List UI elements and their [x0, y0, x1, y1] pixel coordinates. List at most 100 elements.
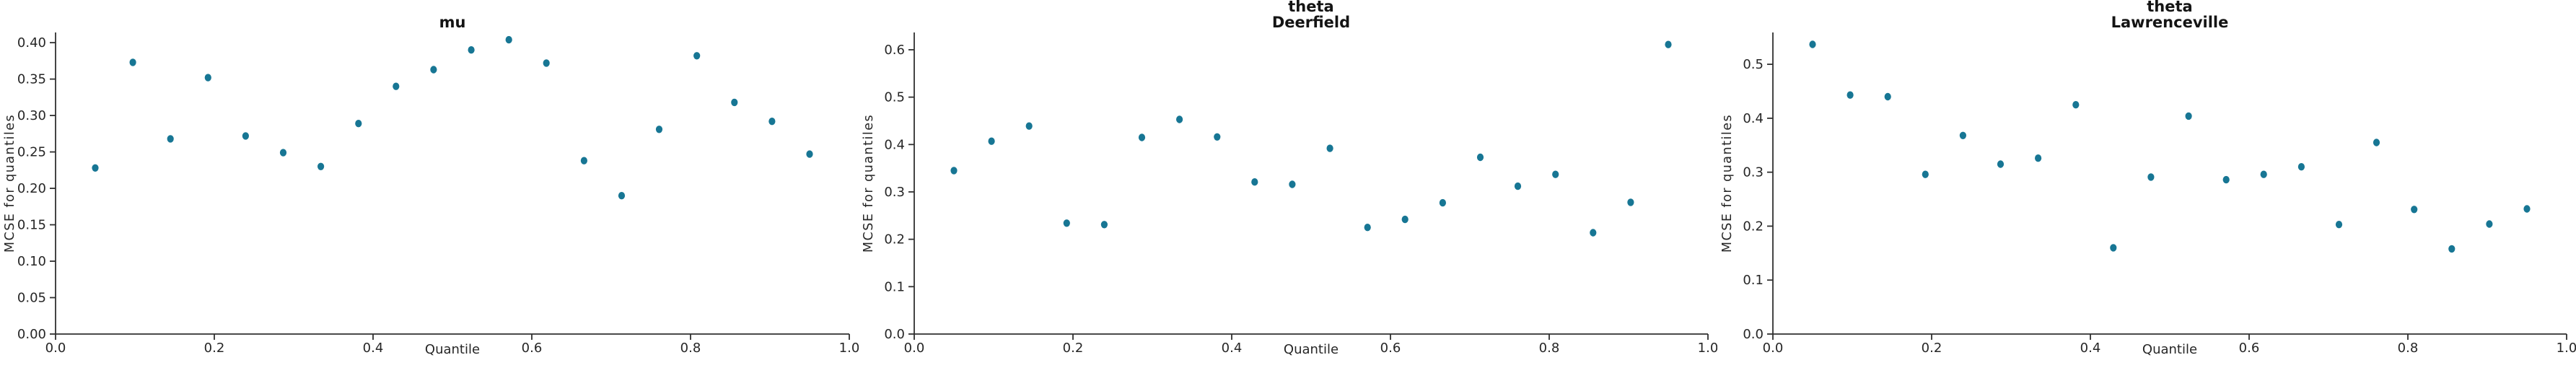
data-point — [1665, 40, 1672, 48]
x-tick-label: 0.2 — [204, 341, 225, 356]
data-point — [2147, 173, 2155, 181]
x-tick-label: 0.0 — [1763, 341, 1784, 356]
data-point — [1025, 122, 1033, 130]
y-tick-label: 0.5 — [884, 90, 905, 105]
data-point — [2222, 175, 2230, 184]
data-point — [655, 126, 663, 133]
y-tick-label: 0.15 — [17, 218, 46, 233]
data-point — [468, 45, 475, 54]
x-tick-label: 1.0 — [839, 341, 859, 356]
y-tick-label: 0.3 — [1743, 165, 1764, 180]
data-point — [1364, 224, 1371, 232]
chart-title-line: Deerfield — [1271, 14, 1351, 31]
data-point — [355, 120, 362, 128]
data-point — [129, 58, 136, 66]
data-point — [1922, 170, 1929, 178]
x-tick-label: 0.2 — [1922, 341, 1942, 356]
x-tick-label: 0.4 — [1222, 341, 1243, 356]
data-point — [92, 164, 99, 172]
data-point — [167, 135, 174, 143]
x-tick-label: 0.2 — [1063, 341, 1084, 356]
data-point — [950, 167, 958, 175]
data-point — [204, 74, 211, 82]
chart-title-line: theta — [2147, 0, 2193, 15]
data-point — [1138, 133, 1146, 141]
x-axis-label: Quantile — [424, 342, 481, 357]
x-tick-label: 0.4 — [2080, 341, 2101, 356]
data-point — [1100, 221, 1108, 229]
data-point — [2110, 244, 2117, 252]
y-tick-label: 0.4 — [884, 137, 905, 152]
data-point — [2185, 112, 2192, 120]
data-point — [1809, 40, 1816, 48]
data-point — [1590, 229, 1597, 237]
data-point — [2448, 245, 2455, 253]
x-tick-label: 1.0 — [1698, 341, 1717, 356]
x-tick-label: 0.6 — [1380, 341, 1401, 356]
data-point — [1176, 115, 1183, 123]
y-tick-label: 0.2 — [1743, 219, 1764, 234]
data-point — [1884, 92, 1891, 101]
chart-title-line: mu — [439, 14, 466, 31]
chart-title: theta Lawrenceville — [1773, 0, 2567, 30]
y-tick-label: 0.4 — [1743, 111, 1764, 126]
y-tick-label: 0.20 — [17, 181, 46, 196]
data-point — [242, 132, 249, 140]
y-tick-label: 0.1 — [1743, 273, 1764, 288]
y-tick-label: 0.40 — [17, 35, 46, 51]
data-point — [543, 59, 550, 67]
subplot-theta-lawrenceville: theta Lawrenceville 0.0 0.1 0.2 0.3 0.4 0.5 0.0… — [1717, 0, 2576, 373]
data-point — [2072, 101, 2080, 109]
data-point — [1289, 180, 1296, 188]
y-tick-label: 0.5 — [1743, 57, 1764, 72]
y-axis-label: MCSE for quantiles — [862, 113, 876, 253]
chart-title: mu — [56, 0, 849, 30]
data-point — [2260, 170, 2267, 178]
subplot-theta-deerfield: theta Deerfield 0.0 0.1 0.2 0.3 0.4 0.5 0.6 0.0 0… — [859, 0, 1717, 373]
data-point — [279, 149, 287, 157]
y-tick-label: 0.0 — [1743, 327, 1764, 342]
y-tick-label: 0.1 — [884, 279, 905, 294]
data-point — [693, 52, 701, 60]
x-tick-label: 0.8 — [1539, 341, 1560, 356]
data-point — [618, 192, 626, 200]
x-tick-label: 1.0 — [2557, 341, 2576, 356]
data-point — [1627, 198, 1634, 206]
y-tick-label: 0.6 — [884, 43, 905, 58]
data-point — [1439, 198, 1446, 207]
x-tick-label: 0.8 — [680, 341, 701, 356]
y-tick-label: 0.25 — [17, 145, 46, 160]
data-point — [1514, 182, 1522, 190]
y-tick-label: 0.10 — [17, 254, 46, 269]
chart-title-line: Lawrenceville — [2111, 14, 2229, 31]
data-point — [1326, 144, 1333, 152]
x-tick-label: 0.0 — [904, 341, 925, 356]
data-point — [806, 150, 813, 158]
chart-title-line: theta — [1288, 0, 1334, 15]
y-axis-label: MCSE for quantiles — [1720, 113, 1735, 253]
data-point — [2373, 139, 2380, 146]
scatter-plot-theta-lawrenceville: 0.0 0.1 0.2 0.3 0.4 0.5 0.0 0.2 0.4 0.6 0.8 1.0 — [1743, 32, 2576, 356]
data-point — [1997, 160, 2005, 168]
x-tick-label: 0.0 — [45, 341, 66, 356]
data-point — [317, 162, 325, 170]
data-point — [1552, 170, 1559, 178]
x-axis-label: Quantile — [2142, 342, 2198, 357]
x-tick-label: 0.6 — [2239, 341, 2260, 356]
y-axis-label: MCSE for quantiles — [3, 113, 17, 253]
data-point — [2335, 221, 2343, 229]
data-point — [1214, 133, 1221, 141]
scatter-plot-theta-deerfield: 0.0 0.1 0.2 0.3 0.4 0.5 0.6 0.0 0.2 0.4 0.6 0.8 1.0 — [884, 32, 1717, 356]
data-point — [1251, 178, 1258, 186]
scatter-plot-mu: 0.00 0.05 0.10 0.15 0.20 0.25 0.30 0.35 0.40 0.0 0… — [17, 32, 859, 356]
data-point — [2297, 163, 2305, 171]
data-point — [988, 137, 995, 145]
data-point — [2035, 154, 2042, 162]
y-tick-label: 0.3 — [884, 185, 905, 200]
data-point — [768, 118, 776, 126]
data-point — [505, 35, 512, 44]
data-point — [731, 98, 738, 107]
data-point — [1063, 219, 1070, 227]
chart-title: theta Deerfield — [914, 0, 1708, 30]
